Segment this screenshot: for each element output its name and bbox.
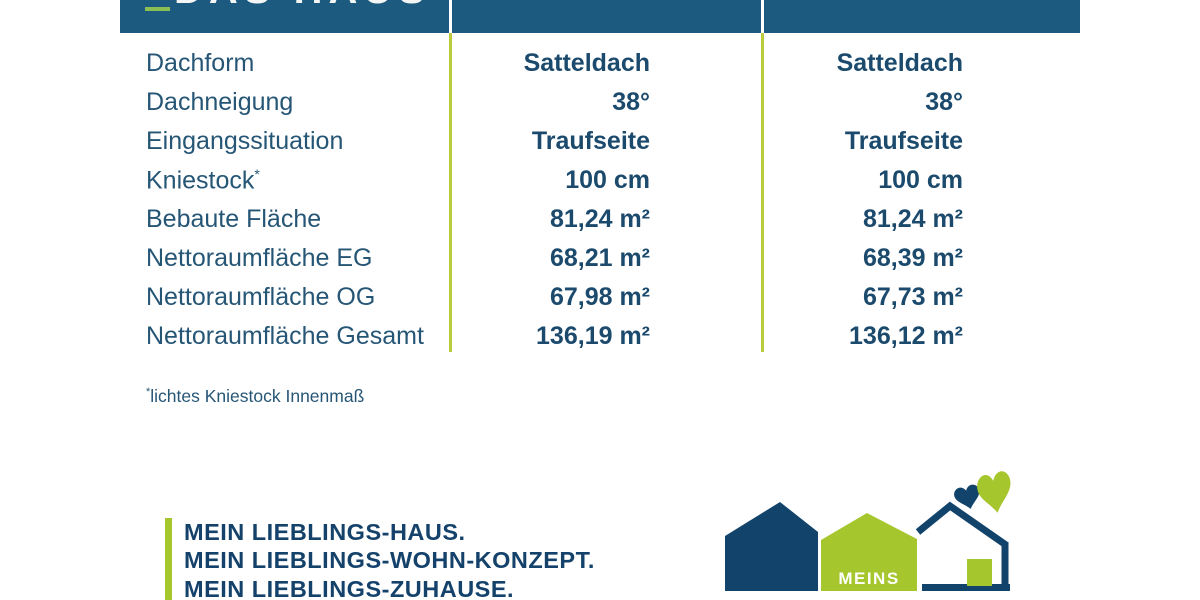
brand-underline-dash [145, 7, 170, 11]
row-label: Eingangssituation [146, 127, 344, 155]
row-label: Dachneigung [146, 88, 294, 116]
header-column-separator-2 [761, 0, 764, 33]
meins-label: MEINS [838, 569, 899, 588]
row-value-house2: 67,73 m² [862, 283, 963, 311]
row-value-house1: Traufseite [531, 127, 650, 155]
heart-green-icon [977, 471, 1011, 513]
table-row: Nettoraumfläche EG 68,21 m² 68,39 m² [120, 239, 1080, 278]
row-label: Nettoraumfläche Gesamt [146, 322, 424, 350]
row-value-house1: 136,19 m² [536, 322, 650, 350]
row-value-house2: 136,12 m² [849, 322, 963, 350]
footnote-marker: * [254, 165, 260, 182]
row-value-house1: 67,98 m² [549, 283, 650, 311]
table-row: Kniestock* 100 cm 100 cm [120, 161, 1080, 200]
meins-houses-logo: MEINS [725, 471, 1011, 591]
column-divider-1 [449, 33, 452, 352]
slogan-block: MEIN LIEBLINGS-HAUS. MEIN LIEBLINGS-WOHN… [184, 518, 595, 600]
footnote-marker: * [146, 386, 151, 399]
slogan-line-2: MEIN LIEBLINGS-WOHN-KONZEPT. [184, 547, 595, 574]
row-label: Kniestock* [120, 166, 450, 195]
slogan-line-1: MEIN LIEBLINGS-HAUS. [184, 519, 466, 545]
door-icon [967, 559, 992, 586]
slogan-line-3: MEIN LIEBLINGS-ZUHAUSE. [184, 575, 515, 600]
table-row: Eingangssituation Traufseite Traufseite [120, 122, 1080, 161]
table-row: Bebaute Fläche 81,24 m² 81,24 m² [120, 200, 1080, 239]
row-label: Nettoraumfläche EG [146, 244, 373, 272]
brand-logo-text: DAS HAUS [174, 0, 431, 11]
house-navy-icon [725, 502, 818, 591]
heart-navy-icon [954, 484, 980, 509]
comparison-header-bar: DAS HAUS [120, 0, 1080, 33]
row-value-house1: 38° [612, 88, 650, 116]
row-value-house1: 68,21 m² [549, 244, 650, 272]
house-outline-icon [915, 501, 1010, 591]
house-green-icon [821, 513, 917, 591]
row-value-house2: 68,39 m² [862, 244, 963, 272]
row-value-house2: 100 cm [878, 166, 963, 194]
row-value-house2: Satteldach [836, 49, 963, 77]
column-divider-2 [761, 33, 764, 352]
row-label-text: Kniestock [146, 166, 255, 195]
row-label: Bebaute Fläche [146, 205, 322, 233]
table-footnote: *lichtes Kniestock Innenmaß [146, 386, 364, 407]
row-value-house2: 38° [925, 88, 963, 116]
slogan-accent-bar [165, 518, 172, 600]
footnote-text: lichtes Kniestock Innenmaß [150, 386, 365, 406]
row-value-house2: 81,24 m² [862, 205, 963, 233]
table-row: Nettoraumfläche OG 67,98 m² 67,73 m² [120, 278, 1080, 317]
row-value-house1: 100 cm [565, 166, 650, 194]
row-value-house1: Satteldach [523, 49, 650, 77]
table-row: Dachform Satteldach Satteldach [120, 44, 1080, 83]
row-value-house1: 81,24 m² [549, 205, 650, 233]
table-row: Nettoraumfläche Gesamt 136,19 m² 136,12 … [120, 317, 1080, 356]
table-row: Dachneigung 38° 38° [120, 83, 1080, 122]
row-label: Nettoraumfläche OG [146, 283, 376, 311]
header-column-separator-1 [449, 0, 452, 33]
row-value-house2: Traufseite [844, 127, 963, 155]
spec-table: Dachform Satteldach Satteldach Dachneigu… [120, 44, 1080, 356]
row-label: Dachform [146, 49, 255, 77]
